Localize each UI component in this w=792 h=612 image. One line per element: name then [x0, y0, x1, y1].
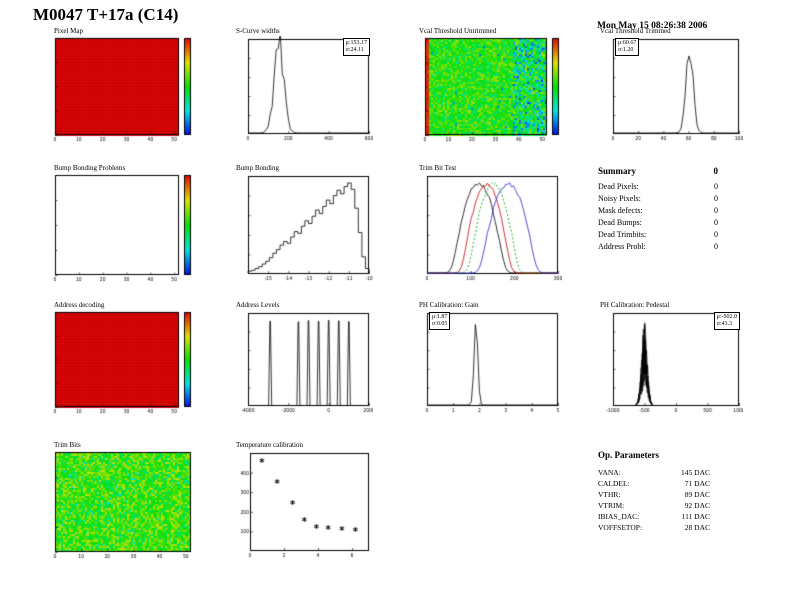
panel-address-levels: Address Levels — [233, 301, 373, 418]
pixel-map-canvas — [42, 36, 194, 146]
summary-value: 0 — [714, 218, 718, 227]
panel-title: Address Levels — [236, 301, 280, 309]
summary-label: Address Probl: — [598, 242, 646, 251]
panel-ph-pedestal: PH Calibration: Pedestal μ:-502.0 σ:43.3 — [598, 301, 743, 418]
summary-row: Noisy Pixels: 0 — [598, 193, 718, 205]
stats-mean: μ:153.17 — [345, 40, 367, 46]
trim-bits-canvas — [42, 450, 194, 563]
summary-row: Dead Pixels: 0 — [598, 181, 718, 193]
summary-label: Dead Bumps: — [598, 218, 642, 227]
bump-bonding-canvas — [233, 173, 373, 286]
op-value: 28 DAC — [684, 523, 710, 532]
summary-row: Mask defects: 0 — [598, 205, 718, 217]
op-parameter-row: CALDEL: 71 DAC — [598, 478, 710, 489]
stats-box: μ:1.87 σ:0.05 — [429, 312, 451, 330]
panel-vcal-untrimmed: Vcal Threshold Untrimmed — [412, 27, 562, 146]
panel-title: S-Curve widths — [236, 27, 280, 35]
op-parameters-header: Op. Parameters — [598, 450, 710, 460]
op-label: VOFFSETOP: — [598, 523, 643, 532]
panel-vcal-trimmed: Vcal Threshold Trimmed μ:60.67 σ:1.20 — [598, 27, 743, 146]
op-parameter-row: VTRIM: 92 DAC — [598, 500, 710, 511]
summary-total: 0 — [713, 166, 719, 176]
op-label: VTRIM: — [598, 501, 625, 510]
summary-value: 0 — [714, 194, 718, 203]
bump-problems-canvas — [42, 173, 194, 286]
summary-label: Dead Pixels: — [598, 182, 639, 191]
op-value: 89 DAC — [684, 490, 710, 499]
trim-bit-test-canvas — [412, 173, 562, 286]
op-label: IBIAS_DAC: — [598, 512, 640, 521]
panel-address-decoding: Address decoding — [42, 301, 194, 418]
panel-trim-bit-test: Trim Bit Test — [412, 164, 562, 286]
summary-row: Dead Trimbits: 0 — [598, 229, 718, 241]
op-label: VTHR: — [598, 490, 621, 499]
summary-value: 0 — [714, 182, 718, 191]
panel-temperature-calibration: Temperature calibration — [233, 441, 373, 563]
panel-bump-problems: Bump Bonding Problems — [42, 164, 194, 286]
panel-ph-gain: PH Calibration: Gain μ:1.87 σ:0.05 — [412, 301, 562, 418]
op-parameters-title: Op. Parameters — [598, 450, 659, 460]
summary-title: Summary — [598, 166, 636, 176]
summary-label: Mask defects: — [598, 206, 643, 215]
stats-box: μ:153.17 σ:24.11 — [342, 38, 370, 56]
panel-title: Trim Bits — [54, 441, 81, 449]
stats-sigma: σ:0.05 — [432, 321, 448, 327]
panel-pixel-map: Pixel Map — [42, 27, 194, 146]
panel-bump-bonding: Bump Bonding — [233, 164, 373, 286]
panel-title: Bump Bonding — [236, 164, 279, 172]
op-value: 92 DAC — [684, 501, 710, 510]
panel-title: Temperature calibration — [236, 441, 303, 449]
stats-box: μ:-502.0 σ:43.3 — [713, 312, 740, 330]
op-label: CALDEL: — [598, 479, 630, 488]
summary-label: Noisy Pixels: — [598, 194, 641, 203]
page-title: M0047 T+17a (C14) — [33, 5, 179, 24]
panel-title: Bump Bonding Problems — [54, 164, 126, 172]
op-label: VANA: — [598, 468, 621, 477]
temperature-calibration-canvas — [233, 450, 373, 563]
op-parameters-block: Op. Parameters VANA: 145 DAC CALDEL: 71 DA… — [598, 450, 710, 533]
panel-scurve-widths: S-Curve widths μ:153.17 σ:24.11 — [233, 27, 373, 146]
panel-title: Address decoding — [54, 301, 105, 309]
summary-value: 0 — [714, 242, 718, 251]
panel-title: Vcal Threshold Trimmed — [600, 27, 671, 35]
stats-sigma: σ:43.3 — [716, 321, 733, 327]
summary-value: 0 — [714, 230, 718, 239]
summary-header: Summary 0 — [598, 166, 718, 176]
op-parameter-row: VTHR: 89 DAC — [598, 489, 710, 500]
panel-title: Vcal Threshold Untrimmed — [419, 27, 497, 35]
stats-sigma: σ:24.11 — [345, 47, 364, 53]
stats-box: μ:60.67 σ:1.20 — [615, 38, 640, 56]
stats-mean: μ:60.67 — [618, 40, 637, 46]
stats-sigma: σ:1.20 — [618, 47, 634, 53]
op-value: 71 DAC — [684, 479, 710, 488]
address-decoding-canvas — [42, 310, 194, 418]
op-value: 111 DAC — [681, 512, 710, 521]
vcal-untrimmed-canvas — [412, 36, 562, 146]
panel-title: Pixel Map — [54, 27, 83, 35]
op-value: 145 DAC — [681, 468, 710, 477]
summary-block: Summary 0 Dead Pixels: 0 Noisy Pixels: 0 M… — [598, 166, 718, 253]
panel-title: Trim Bit Test — [419, 164, 457, 172]
panel-title: PH Calibration: Pedestal — [600, 301, 670, 309]
panel-trim-bits: Trim Bits — [42, 441, 194, 563]
address-levels-canvas — [233, 310, 373, 418]
stats-mean: μ:1.87 — [432, 314, 448, 320]
op-parameter-row: VOFFSETOP: 28 DAC — [598, 522, 710, 533]
summary-row: Address Probl: 0 — [598, 241, 718, 253]
timestamp: Mon May 15 08:26:38 2006 — [597, 21, 708, 31]
stats-mean: μ:-502.0 — [716, 314, 737, 320]
op-parameter-row: VANA: 145 DAC — [598, 467, 710, 478]
op-parameter-row: IBIAS_DAC: 111 DAC — [598, 511, 710, 522]
panel-title: PH Calibration: Gain — [419, 301, 479, 309]
summary-row: Dead Bumps: 0 — [598, 217, 718, 229]
summary-value: 0 — [714, 206, 718, 215]
summary-label: Dead Trimbits: — [598, 230, 647, 239]
